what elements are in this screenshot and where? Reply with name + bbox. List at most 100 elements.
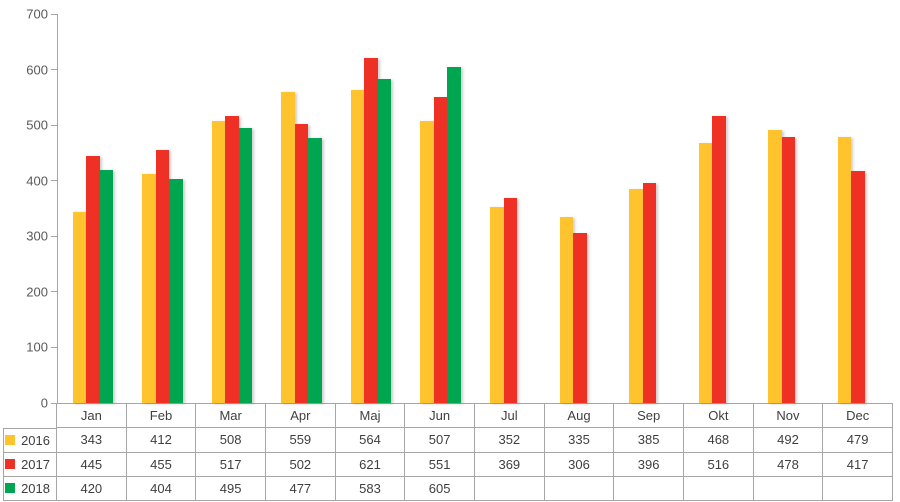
bar-2017-jan: [86, 155, 100, 403]
legend-cell-2017: 2017: [3, 452, 57, 477]
table-cell-2018-dec: [823, 476, 893, 501]
category-group-apr: [267, 14, 337, 403]
bar-slot-2016-aug: [559, 14, 574, 403]
bar-slot-2016-jun: [420, 14, 434, 403]
bar-slot-2017-aug: [573, 14, 587, 403]
bar-2016-jan: [72, 212, 87, 403]
bar-slot-2016-apr: [281, 14, 295, 403]
table-cell-2016-feb: 412: [126, 428, 197, 453]
bar-slot-2018-jan: [99, 14, 114, 403]
bar-slot-2016-okt: [698, 14, 713, 403]
bar-2017-jul: [503, 197, 517, 403]
table-cell-2016-nov: 492: [753, 428, 824, 453]
bar-slot-2018-sep: [656, 14, 670, 403]
bar-groups: [58, 14, 893, 403]
y-tick-label: 400: [26, 173, 48, 189]
bar-slot-2018-apr: [308, 14, 322, 403]
table-cell-2016-dec: 479: [823, 428, 893, 453]
bar-2016-sep: [629, 189, 643, 403]
legend-swatch-2018: [5, 483, 16, 494]
y-tick-mark: [51, 13, 57, 15]
bar-2017-mar: [225, 115, 239, 403]
bar-slot-2017-mar: [225, 14, 239, 403]
bar-2017-jun: [433, 96, 448, 403]
table-cell-2018-jul: [474, 476, 545, 501]
table-cell-2018-feb: 404: [126, 476, 197, 501]
table-cell-2016-apr: 559: [265, 428, 336, 453]
table-cell-2018-aug: [544, 476, 615, 501]
category-group-dec: [823, 14, 893, 403]
month-header-jun: Jun: [405, 404, 475, 429]
category-group-mar: [197, 14, 267, 403]
bar-2016-jul: [490, 207, 504, 403]
table-cell-2016-sep: 385: [614, 428, 684, 453]
legend-cell-2018: 2018: [3, 476, 57, 501]
y-tick-mark: [51, 235, 57, 237]
bar-2016-jun: [420, 121, 434, 403]
bar-slot-2016-maj: [350, 14, 365, 403]
month-header-jan: Jan: [57, 404, 127, 429]
category-group-jun: [406, 14, 476, 403]
y-tick-label: 0: [40, 395, 48, 411]
bar-slot-2017-apr: [294, 14, 309, 403]
bar-slot-2017-feb: [155, 14, 170, 403]
bar-slot-2018-jun: [447, 14, 461, 403]
bar-2017-okt: [712, 116, 726, 403]
table-cell-2016-jun: 507: [405, 428, 475, 453]
bar-2017-sep: [642, 182, 657, 403]
y-tick-mark: [51, 291, 57, 293]
bar-2017-apr: [294, 124, 309, 403]
bar-2016-maj: [350, 89, 365, 403]
table-cell-2018-maj: 583: [335, 476, 406, 501]
table-cell-2017-feb: 455: [126, 452, 197, 477]
y-tick-label: 300: [26, 228, 48, 244]
table-cell-2018-mar: 495: [196, 476, 266, 501]
table-cell-2017-aug: 306: [544, 452, 615, 477]
bar-2018-jan: [99, 169, 114, 403]
bar-2016-nov: [768, 129, 782, 403]
legend-cell-2016: 2016: [3, 428, 57, 453]
bar-slot-2017-jun: [433, 14, 448, 403]
bar-slot-2017-okt: [712, 14, 726, 403]
bar-2018-feb: [169, 178, 183, 403]
y-tick-label: 500: [26, 117, 48, 133]
table-cell-2017-jan: 445: [57, 452, 127, 477]
y-tick-mark: [51, 69, 57, 71]
month-header-jul: Jul: [474, 404, 545, 429]
category-group-okt: [684, 14, 754, 403]
bar-slot-2016-jan: [72, 14, 87, 403]
bar-slot-2016-dec: [837, 14, 852, 403]
table-cell-2018-jan: 420: [57, 476, 127, 501]
month-header-feb: Feb: [126, 404, 197, 429]
table-cell-2017-maj: 621: [335, 452, 406, 477]
bar-slot-2016-nov: [768, 14, 782, 403]
bar-2017-dec: [851, 171, 865, 403]
table-cell-2017-dec: 417: [823, 452, 893, 477]
bar-slot-2017-jul: [503, 14, 517, 403]
bar-2016-feb: [142, 174, 156, 403]
bar-2017-nov: [781, 137, 796, 403]
plot-area: [51, 13, 893, 404]
y-tick-label: 200: [26, 284, 48, 300]
table-cell-2016-jan: 343: [57, 428, 127, 453]
legend-label-2018: 2018: [21, 480, 50, 496]
y-tick-mark: [51, 346, 57, 348]
y-tick-label: 600: [26, 62, 48, 78]
month-header-dec: Dec: [823, 404, 893, 429]
table-cell-2016-jul: 352: [474, 428, 545, 453]
legend-swatch-2017: [5, 459, 16, 470]
bar-2016-apr: [281, 92, 295, 403]
month-header-mar: Mar: [196, 404, 266, 429]
bar-slot-2017-nov: [781, 14, 796, 403]
bar-slot-2016-jul: [490, 14, 504, 403]
bar-2017-aug: [573, 232, 587, 403]
y-tick-mark: [51, 180, 57, 182]
bar-slot-2018-dec: [865, 14, 879, 403]
bar-2017-feb: [155, 150, 170, 403]
y-tick-mark: [51, 402, 57, 404]
y-tick-mark: [51, 124, 57, 126]
month-header-nov: Nov: [753, 404, 824, 429]
month-header-okt: Okt: [683, 404, 754, 429]
bar-slot-2018-nov: [795, 14, 809, 403]
